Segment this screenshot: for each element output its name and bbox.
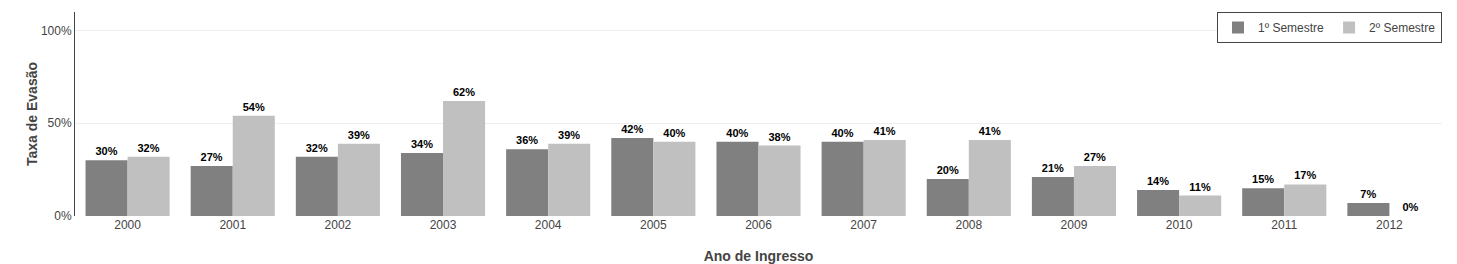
svg-text:2000: 2000 <box>114 218 141 232</box>
svg-text:1º Semestre: 1º Semestre <box>1258 21 1324 35</box>
svg-text:32%: 32% <box>137 142 159 154</box>
svg-text:36%: 36% <box>516 134 538 146</box>
svg-text:2012: 2012 <box>1376 218 1403 232</box>
svg-text:17%: 17% <box>1294 169 1316 181</box>
svg-text:2002: 2002 <box>325 218 352 232</box>
svg-text:34%: 34% <box>411 138 433 150</box>
svg-text:40%: 40% <box>726 127 748 139</box>
svg-text:2008: 2008 <box>955 218 982 232</box>
svg-text:11%: 11% <box>1189 181 1211 193</box>
svg-text:2º Semestre: 2º Semestre <box>1369 21 1435 35</box>
svg-text:2007: 2007 <box>850 218 877 232</box>
svg-text:0%: 0% <box>54 209 72 223</box>
svg-text:39%: 39% <box>558 129 580 141</box>
svg-text:54%: 54% <box>243 101 265 113</box>
svg-text:50%: 50% <box>48 116 72 130</box>
svg-text:39%: 39% <box>348 129 370 141</box>
svg-text:2011: 2011 <box>1271 218 1297 232</box>
svg-text:38%: 38% <box>768 131 790 143</box>
svg-text:42%: 42% <box>621 123 643 135</box>
svg-text:21%: 21% <box>1042 162 1064 174</box>
svg-text:30%: 30% <box>95 145 117 157</box>
svg-text:40%: 40% <box>832 127 854 139</box>
svg-text:41%: 41% <box>874 125 896 137</box>
svg-text:2004: 2004 <box>535 218 562 232</box>
svg-text:2003: 2003 <box>430 218 457 232</box>
svg-text:27%: 27% <box>1084 151 1106 163</box>
svg-text:2009: 2009 <box>1061 218 1088 232</box>
svg-text:Ano de Ingresso: Ano de Ingresso <box>704 248 814 264</box>
svg-text:27%: 27% <box>201 151 223 163</box>
svg-text:2005: 2005 <box>640 218 667 232</box>
svg-text:41%: 41% <box>979 125 1001 137</box>
svg-text:14%: 14% <box>1147 175 1169 187</box>
svg-text:0%: 0% <box>1402 201 1418 213</box>
svg-text:20%: 20% <box>937 164 959 176</box>
svg-text:2001: 2001 <box>219 218 246 232</box>
svg-text:7%: 7% <box>1360 188 1376 200</box>
svg-text:32%: 32% <box>306 142 328 154</box>
svg-text:2010: 2010 <box>1166 218 1193 232</box>
svg-text:100%: 100% <box>41 24 72 38</box>
svg-text:15%: 15% <box>1252 173 1274 185</box>
svg-text:2006: 2006 <box>745 218 772 232</box>
svg-text:Taxa de Evasão: Taxa de Evasão <box>24 62 40 166</box>
svg-text:62%: 62% <box>453 86 475 98</box>
svg-text:40%: 40% <box>663 127 685 139</box>
